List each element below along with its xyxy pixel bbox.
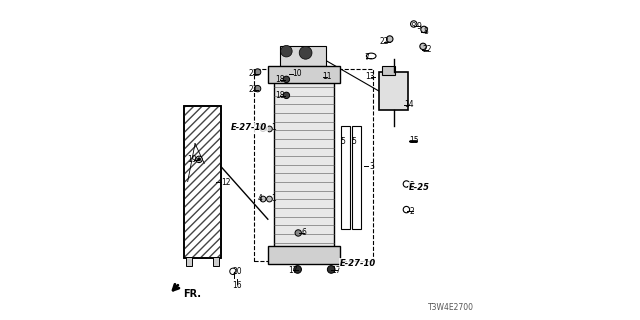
Circle shape bbox=[294, 266, 301, 273]
Text: 9: 9 bbox=[417, 22, 422, 31]
Text: 3: 3 bbox=[370, 162, 374, 171]
Text: 4: 4 bbox=[257, 194, 262, 203]
Text: 18: 18 bbox=[275, 76, 285, 84]
Text: 13: 13 bbox=[365, 72, 375, 81]
Bar bbox=[186, 257, 192, 266]
Bar bbox=[340, 126, 349, 229]
Bar bbox=[268, 66, 340, 83]
Circle shape bbox=[197, 158, 201, 161]
Text: 19: 19 bbox=[187, 156, 197, 164]
Circle shape bbox=[403, 181, 410, 187]
Text: 22: 22 bbox=[422, 45, 432, 54]
Text: 5: 5 bbox=[352, 137, 356, 146]
Bar bbox=[184, 106, 221, 258]
Text: 11: 11 bbox=[323, 72, 332, 81]
Bar bbox=[383, 66, 396, 75]
Text: 21: 21 bbox=[248, 85, 257, 94]
Text: 1: 1 bbox=[271, 194, 276, 203]
Circle shape bbox=[283, 92, 289, 99]
Text: 14: 14 bbox=[404, 100, 413, 109]
Circle shape bbox=[420, 43, 426, 50]
Bar bbox=[184, 106, 221, 258]
Bar bbox=[254, 69, 372, 261]
Bar bbox=[212, 257, 219, 266]
Circle shape bbox=[255, 69, 261, 75]
Circle shape bbox=[260, 196, 266, 202]
Bar bbox=[274, 78, 335, 251]
Bar bbox=[280, 46, 326, 66]
Text: 15: 15 bbox=[409, 136, 419, 145]
Text: 8: 8 bbox=[423, 28, 428, 36]
Text: 10: 10 bbox=[292, 69, 302, 78]
Circle shape bbox=[411, 21, 417, 27]
Text: 2: 2 bbox=[410, 207, 415, 216]
Circle shape bbox=[196, 156, 202, 163]
Circle shape bbox=[267, 126, 273, 132]
Circle shape bbox=[421, 26, 428, 33]
Text: 2: 2 bbox=[410, 181, 415, 190]
Text: 4: 4 bbox=[257, 124, 262, 132]
Text: E-25: E-25 bbox=[409, 183, 429, 192]
Circle shape bbox=[267, 196, 273, 202]
Bar bbox=[352, 126, 361, 229]
Circle shape bbox=[295, 230, 301, 236]
Circle shape bbox=[230, 268, 236, 275]
Circle shape bbox=[300, 46, 312, 59]
Text: 16: 16 bbox=[232, 281, 242, 290]
Ellipse shape bbox=[367, 53, 376, 59]
Circle shape bbox=[412, 22, 415, 26]
Circle shape bbox=[387, 36, 393, 42]
Text: 17: 17 bbox=[331, 266, 341, 275]
Circle shape bbox=[403, 206, 410, 213]
Bar bbox=[184, 106, 221, 258]
Text: 7: 7 bbox=[364, 53, 369, 62]
Text: 21: 21 bbox=[248, 69, 257, 78]
Bar bbox=[268, 246, 340, 264]
Circle shape bbox=[283, 76, 289, 83]
Text: T3W4E2700: T3W4E2700 bbox=[428, 303, 474, 312]
Bar bbox=[380, 72, 408, 110]
Text: 1: 1 bbox=[271, 124, 276, 132]
Circle shape bbox=[260, 126, 266, 132]
Text: 17: 17 bbox=[288, 266, 298, 275]
Text: 18: 18 bbox=[275, 92, 285, 100]
Text: 20: 20 bbox=[233, 268, 243, 276]
Circle shape bbox=[280, 45, 292, 57]
Text: FR.: FR. bbox=[184, 289, 202, 299]
Text: E-27-10: E-27-10 bbox=[231, 124, 267, 132]
Text: 6: 6 bbox=[301, 228, 307, 237]
Text: 22: 22 bbox=[380, 37, 388, 46]
Text: 5: 5 bbox=[340, 137, 346, 146]
Text: 12: 12 bbox=[221, 178, 231, 187]
Circle shape bbox=[255, 85, 261, 92]
Circle shape bbox=[328, 266, 335, 273]
Text: E-27-10: E-27-10 bbox=[340, 259, 376, 268]
